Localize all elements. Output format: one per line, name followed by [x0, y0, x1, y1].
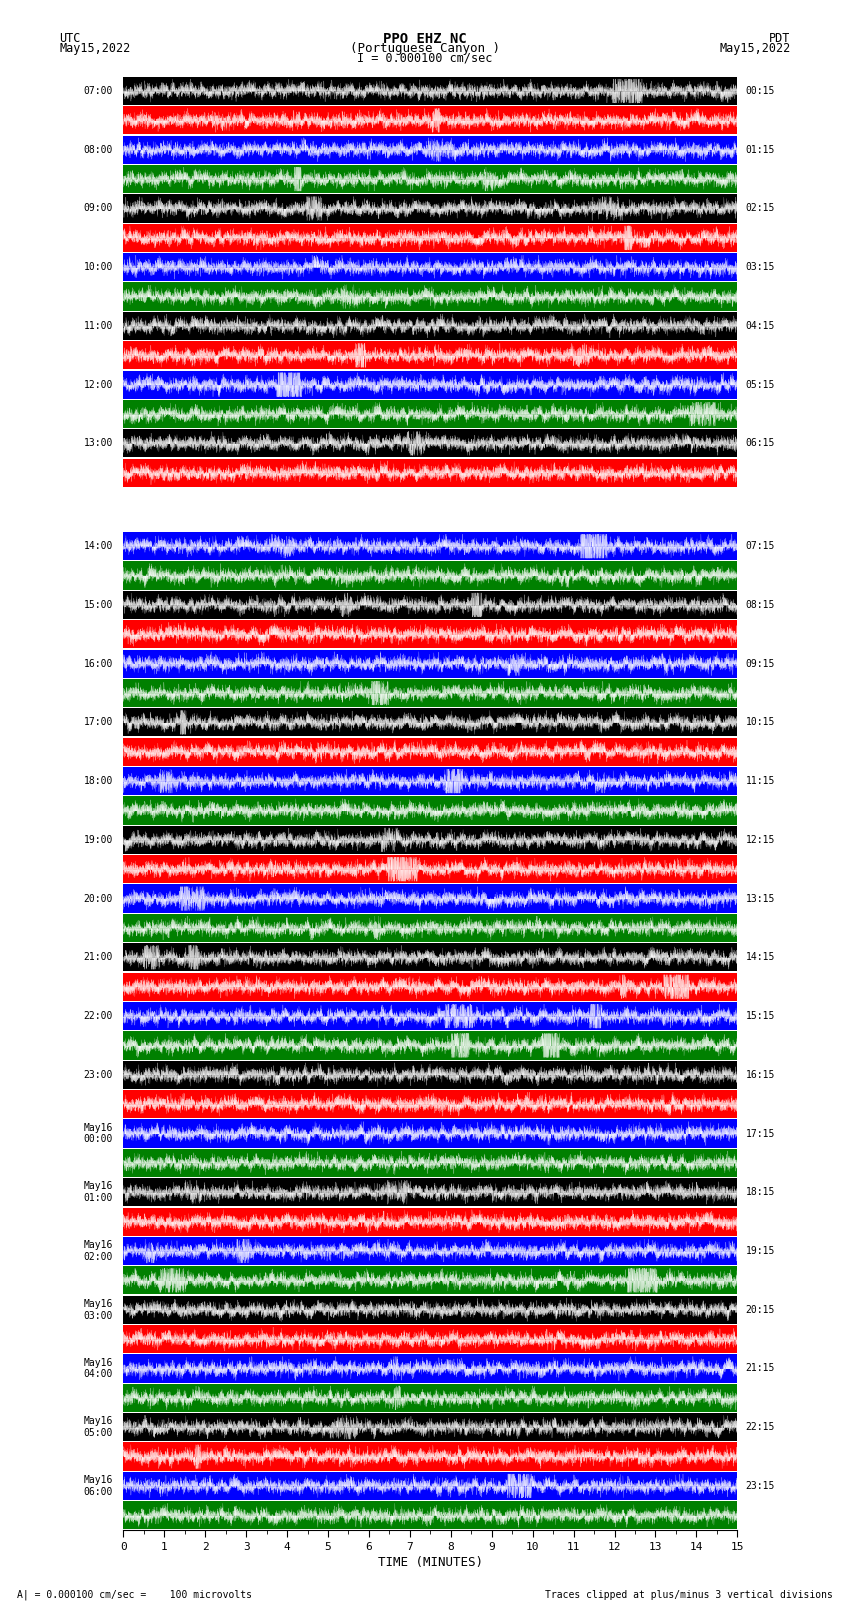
Text: 10:15: 10:15	[745, 718, 775, 727]
Text: May16
03:00: May16 03:00	[84, 1298, 113, 1321]
Text: 16:15: 16:15	[745, 1069, 775, 1079]
Text: A| = 0.000100 cm/sec =    100 microvolts: A| = 0.000100 cm/sec = 100 microvolts	[17, 1589, 252, 1600]
Text: 18:00: 18:00	[84, 776, 113, 786]
Text: 17:15: 17:15	[745, 1129, 775, 1139]
Text: PPO EHZ NC: PPO EHZ NC	[383, 32, 467, 47]
Text: 21:15: 21:15	[745, 1363, 775, 1374]
Text: 20:00: 20:00	[84, 894, 113, 903]
Text: 00:15: 00:15	[745, 85, 775, 97]
Text: 17:00: 17:00	[84, 718, 113, 727]
X-axis label: TIME (MINUTES): TIME (MINUTES)	[378, 1557, 483, 1569]
Text: 09:15: 09:15	[745, 658, 775, 669]
Text: May16
02:00: May16 02:00	[84, 1240, 113, 1261]
Text: (Portuguese Canyon ): (Portuguese Canyon )	[350, 42, 500, 55]
Text: Traces clipped at plus/minus 3 vertical divisions: Traces clipped at plus/minus 3 vertical …	[545, 1590, 833, 1600]
Text: 06:15: 06:15	[745, 439, 775, 448]
Text: May15,2022: May15,2022	[719, 42, 791, 55]
Text: 20:15: 20:15	[745, 1305, 775, 1315]
Text: 19:00: 19:00	[84, 836, 113, 845]
Text: 10:00: 10:00	[84, 263, 113, 273]
Text: 16:00: 16:00	[84, 658, 113, 669]
Text: May16
05:00: May16 05:00	[84, 1416, 113, 1439]
Text: 14:00: 14:00	[84, 542, 113, 552]
Text: 21:00: 21:00	[84, 952, 113, 963]
Text: 07:15: 07:15	[745, 542, 775, 552]
Text: 15:15: 15:15	[745, 1011, 775, 1021]
Text: 23:15: 23:15	[745, 1481, 775, 1490]
Text: May16
04:00: May16 04:00	[84, 1358, 113, 1379]
Text: I = 0.000100 cm/sec: I = 0.000100 cm/sec	[357, 52, 493, 65]
Text: PDT: PDT	[769, 32, 790, 45]
Text: 12:15: 12:15	[745, 836, 775, 845]
Text: May15,2022: May15,2022	[60, 42, 131, 55]
Text: 18:15: 18:15	[745, 1187, 775, 1197]
Text: 11:00: 11:00	[84, 321, 113, 331]
Text: 07:00: 07:00	[84, 85, 113, 97]
Text: 08:15: 08:15	[745, 600, 775, 610]
Text: 04:15: 04:15	[745, 321, 775, 331]
Text: 22:15: 22:15	[745, 1423, 775, 1432]
Text: May16
06:00: May16 06:00	[84, 1476, 113, 1497]
Text: 12:00: 12:00	[84, 379, 113, 390]
Text: 02:15: 02:15	[745, 203, 775, 213]
Text: 09:00: 09:00	[84, 203, 113, 213]
Text: 15:00: 15:00	[84, 600, 113, 610]
Text: 19:15: 19:15	[745, 1245, 775, 1257]
Text: 14:15: 14:15	[745, 952, 775, 963]
Text: 11:15: 11:15	[745, 776, 775, 786]
Text: 22:00: 22:00	[84, 1011, 113, 1021]
Text: May16
00:00: May16 00:00	[84, 1123, 113, 1144]
Text: 13:00: 13:00	[84, 439, 113, 448]
Text: 08:00: 08:00	[84, 145, 113, 155]
Text: 01:15: 01:15	[745, 145, 775, 155]
Text: 03:15: 03:15	[745, 263, 775, 273]
Text: May16
01:00: May16 01:00	[84, 1181, 113, 1203]
Text: UTC: UTC	[60, 32, 81, 45]
Text: 05:15: 05:15	[745, 379, 775, 390]
Text: 23:00: 23:00	[84, 1069, 113, 1079]
Text: 13:15: 13:15	[745, 894, 775, 903]
